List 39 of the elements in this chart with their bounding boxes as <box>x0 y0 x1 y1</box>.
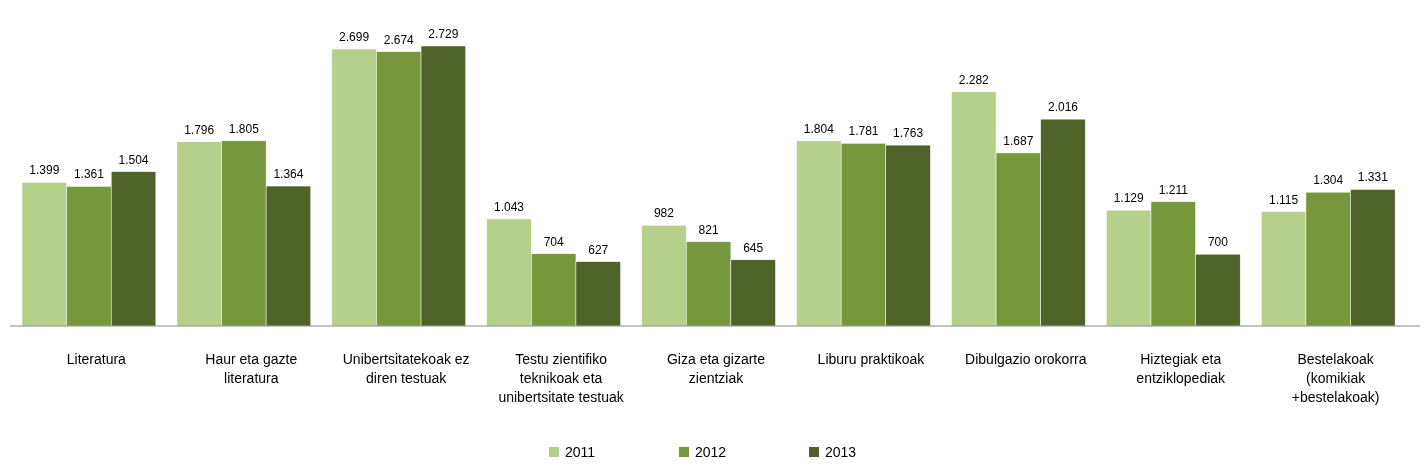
data-label: 1.043 <box>494 199 525 214</box>
data-label: 982 <box>653 206 675 221</box>
x-tick-label: Bestelakoak (komikiak +bestelakoak) <box>1291 351 1380 405</box>
legend-label: 2011 <box>565 444 596 460</box>
data-label: 2.016 <box>1047 100 1079 115</box>
data-label: 1.115 <box>1269 192 1299 207</box>
x-tick-label: Literatura <box>66 351 127 367</box>
x-tick-label: Liburu praktikoak <box>817 351 926 367</box>
data-label: 1.504 <box>118 152 149 167</box>
data-label: 1.763 <box>893 126 924 141</box>
x-tick-label: Giza eta gizarte zientziak <box>666 351 766 386</box>
data-label: 2.674 <box>383 32 415 47</box>
data-label: 1.804 <box>803 121 835 136</box>
data-label: 700 <box>1207 235 1229 250</box>
data-label: 645 <box>743 240 764 255</box>
data-label: 1.331 <box>1357 170 1389 185</box>
data-label: 1.399 <box>29 163 60 178</box>
data-label: 627 <box>588 242 609 257</box>
data-label: 1.129 <box>1113 191 1145 206</box>
data-label: 1.211 <box>1158 182 1189 197</box>
data-label: 2.729 <box>428 27 459 41</box>
x-tick-label: Dibulgazio orokorra <box>965 351 1087 367</box>
data-label: 1.304 <box>1313 173 1344 188</box>
data-label: 821 <box>698 222 719 237</box>
data-label: 1.361 <box>73 167 105 182</box>
data-label: 1.364 <box>273 167 304 182</box>
data-label: 2.699 <box>339 30 370 45</box>
x-tick-label: Haur eta gazte literatura <box>205 351 298 386</box>
legend-label: 2013 <box>825 444 857 460</box>
data-label: 704 <box>543 234 564 249</box>
data-label: 1.805 <box>228 121 260 136</box>
data-label: 1.781 <box>848 124 879 139</box>
x-tick-label: Unibertsitatekoak ez diren testuak <box>342 351 470 386</box>
x-tick-label: Hiztegiak eta entziklopediak <box>1136 351 1227 386</box>
data-label: 1.687 <box>1003 133 1034 148</box>
x-tick-label: Testu zientifiko teknikoak eta unibertsitate testuak <box>498 351 625 405</box>
data-label: 2.282 <box>958 72 990 87</box>
legend-label: 2012 <box>695 444 727 460</box>
data-label: 1.796 <box>184 122 215 137</box>
